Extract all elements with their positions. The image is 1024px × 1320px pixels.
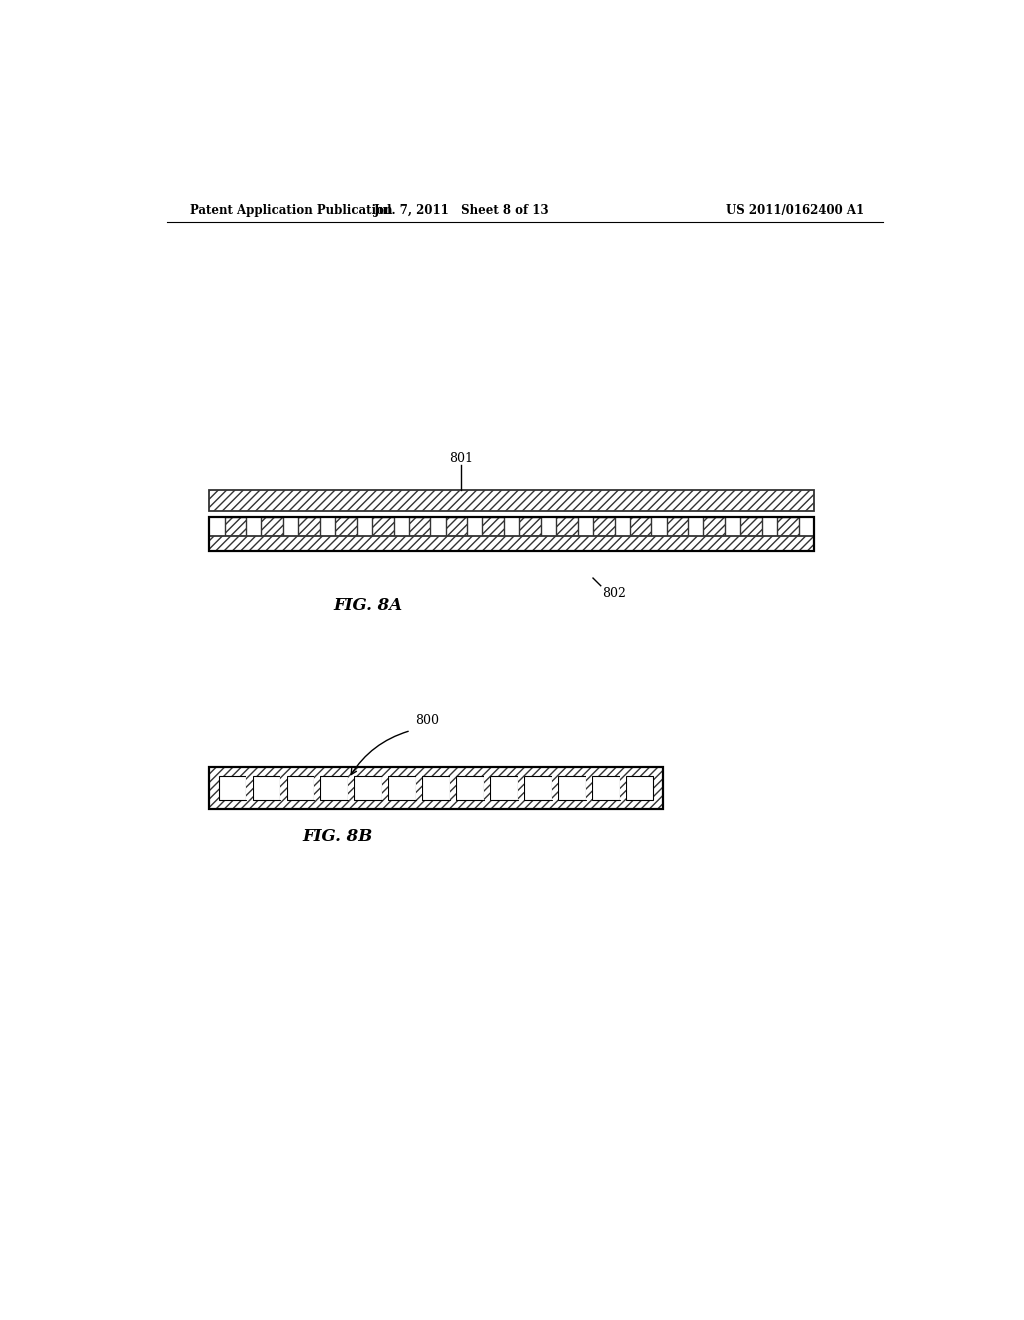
- Bar: [416, 776, 422, 800]
- Bar: [281, 776, 287, 800]
- Bar: [518, 776, 524, 800]
- Bar: [224, 517, 246, 536]
- Text: Patent Application Publication: Patent Application Publication: [190, 205, 392, 218]
- Bar: [630, 517, 651, 536]
- Bar: [335, 517, 356, 536]
- Bar: [422, 776, 450, 800]
- Bar: [484, 776, 490, 800]
- Bar: [298, 517, 319, 536]
- Bar: [620, 776, 626, 800]
- Bar: [482, 517, 504, 536]
- Bar: [261, 517, 283, 536]
- Bar: [409, 517, 430, 536]
- Bar: [321, 776, 348, 800]
- Bar: [388, 776, 416, 800]
- Bar: [247, 776, 253, 800]
- Bar: [556, 517, 578, 536]
- Bar: [777, 517, 799, 536]
- Bar: [592, 776, 620, 800]
- Bar: [382, 776, 388, 800]
- Bar: [703, 517, 725, 536]
- Bar: [209, 767, 219, 809]
- Bar: [667, 517, 688, 536]
- Bar: [593, 517, 614, 536]
- Bar: [287, 776, 314, 800]
- Text: 802: 802: [602, 587, 626, 601]
- Text: US 2011/0162400 A1: US 2011/0162400 A1: [726, 205, 864, 218]
- Bar: [209, 767, 663, 776]
- Bar: [314, 776, 321, 800]
- Text: 800: 800: [415, 714, 438, 726]
- Bar: [209, 490, 814, 511]
- Bar: [524, 776, 552, 800]
- Bar: [348, 776, 354, 800]
- Bar: [740, 517, 762, 536]
- Bar: [209, 767, 663, 809]
- Bar: [209, 517, 814, 552]
- Bar: [219, 776, 247, 800]
- Bar: [209, 536, 814, 552]
- Text: FIG. 8B: FIG. 8B: [302, 829, 373, 845]
- Bar: [519, 517, 541, 536]
- Text: FIG. 8A: FIG. 8A: [334, 597, 402, 614]
- Bar: [209, 800, 663, 809]
- Bar: [450, 776, 456, 800]
- Text: Jul. 7, 2011   Sheet 8 of 13: Jul. 7, 2011 Sheet 8 of 13: [374, 205, 549, 218]
- Text: 801: 801: [450, 451, 473, 465]
- Bar: [552, 776, 558, 800]
- Bar: [653, 767, 663, 809]
- Bar: [445, 517, 467, 536]
- Bar: [626, 776, 653, 800]
- Bar: [354, 776, 382, 800]
- Bar: [558, 776, 586, 800]
- Bar: [490, 776, 518, 800]
- Bar: [372, 517, 393, 536]
- Bar: [209, 767, 663, 809]
- Bar: [253, 776, 281, 800]
- Bar: [586, 776, 592, 800]
- Bar: [456, 776, 484, 800]
